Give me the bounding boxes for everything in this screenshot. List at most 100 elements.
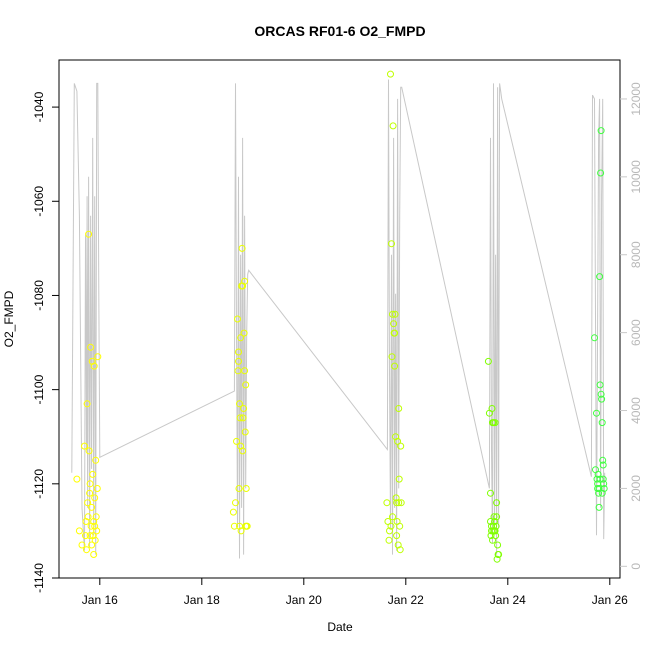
data-point [593,409,600,417]
data-point [599,456,607,464]
data-point [389,513,396,521]
data-point [492,532,500,540]
data-point [233,437,240,445]
x-tick-label: Jan 22 [388,593,424,607]
data-point [82,518,90,525]
data-point [93,485,101,492]
data-point [242,522,250,530]
data-point [393,499,401,507]
data-point [397,442,405,450]
data-point [92,513,100,521]
y-tick-label: -1080 [32,280,46,311]
data-point [239,447,247,455]
data-point [491,518,498,525]
data-point [88,541,96,549]
data-point [394,541,402,549]
x-tick-label: Jan 18 [184,593,220,607]
data-point [90,551,98,558]
secondary-y-axis: 0 2000 4000 6000 8000 10000 12000 [620,82,643,570]
data-point [487,489,494,497]
data-point [229,508,237,516]
x-axis-label: Date [327,620,353,634]
data-point [89,470,97,478]
data-point [389,122,397,130]
y2-tick-label: 4000 [629,397,643,424]
data-point [395,499,403,507]
data-point [386,527,393,535]
x-tick-label: Jan 20 [286,593,322,607]
data-point [597,390,605,398]
data-point [239,414,247,422]
data-point [239,282,247,290]
data-point [86,532,94,540]
data-point [241,428,249,436]
data-point [490,522,497,530]
data-point [595,503,603,511]
data-point [86,480,94,488]
y-tick-label: -1120 [32,469,46,499]
data-point [596,273,604,281]
data-point [240,329,248,337]
data-point [234,367,242,375]
data-point [242,381,250,389]
data-point [93,527,101,535]
data-point [91,522,99,530]
data-point [391,329,399,337]
y-axis-label: O2_FMPD [2,290,16,347]
y2-tick-label: 6000 [629,319,643,346]
data-point [78,541,86,549]
data-point [388,240,395,248]
y-tick-label: -1100 [32,374,46,404]
data-point [487,532,495,540]
data-point [81,442,88,450]
data-point [232,499,239,507]
data-point [594,480,602,488]
data-point [85,230,93,238]
data-point [94,353,102,361]
data-point [598,419,606,427]
data-point [85,447,93,455]
data-point [92,456,100,464]
y-axis: -1040 -1060 -1080 -1100 -1120 -1140 [32,91,59,593]
data-point [595,485,603,492]
data-point [490,513,498,521]
x-tick-label: Jan 26 [592,593,628,607]
data-point [395,405,403,412]
data-point [591,334,598,342]
data-point [86,489,94,497]
data-point [597,169,605,177]
y2-tick-label: 2000 [629,475,643,502]
data-point [83,400,91,408]
data-point [391,362,399,370]
secondary-series [71,79,606,559]
data-point [595,489,603,497]
data-point [600,485,608,492]
data-point [88,503,96,511]
data-point [82,532,89,540]
data-point [83,546,90,554]
data-point [484,357,492,365]
data-point [87,343,95,351]
data-point [395,475,403,483]
data-point [599,475,607,483]
data-point [597,127,605,135]
data-point [88,357,96,365]
plot-frame [58,59,621,579]
data-point [238,244,246,252]
data-point [235,485,243,492]
x-tick-label: Jan 24 [490,593,526,607]
data-point [392,433,400,441]
data-point [396,546,404,554]
data-point [389,310,396,318]
data-point [235,357,242,365]
data-point [599,461,607,469]
data-point [491,419,499,427]
data-point [384,518,392,525]
data-points [73,70,608,563]
data-point [236,414,244,422]
data-point [242,485,250,492]
data-point [391,310,399,318]
data-point [387,522,395,530]
secondary-series-line [71,79,606,559]
data-point [90,362,98,370]
